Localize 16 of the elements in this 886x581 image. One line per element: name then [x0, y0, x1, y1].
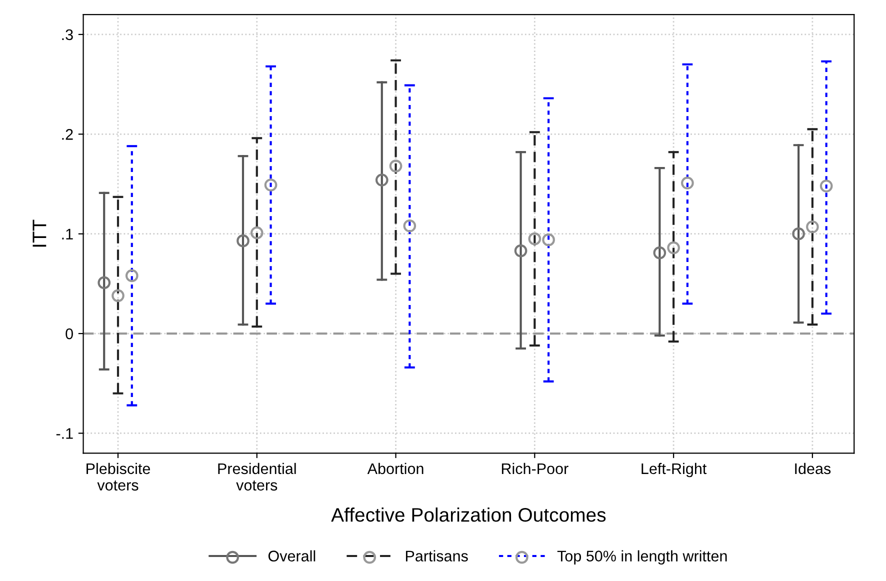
- x-tick-label: Left-Right: [642, 462, 707, 478]
- legend-label: Partisans: [406, 550, 468, 562]
- y-tick-label: -.1: [56, 428, 73, 439]
- legend-label: Top 50% in length written: [557, 550, 727, 565]
- y-tick-label: .1: [62, 228, 73, 240]
- y-tick-label: .3: [62, 29, 73, 40]
- x-axis-title: Affective Polarization Outcomes: [331, 507, 606, 522]
- x-tick-label: Abortion: [367, 462, 424, 474]
- y-tick-label: .2: [62, 129, 73, 140]
- legend-label: Overall: [268, 550, 316, 562]
- x-tick-label: Plebiscite voters: [86, 462, 150, 491]
- x-tick-label: Ideas: [795, 462, 831, 474]
- x-tick-label: Rich-Poor: [502, 462, 568, 474]
- x-tick-label: Presidential voters: [218, 462, 296, 491]
- y-tick-label: 0: [66, 328, 73, 340]
- y-axis-title: ITT: [32, 220, 46, 247]
